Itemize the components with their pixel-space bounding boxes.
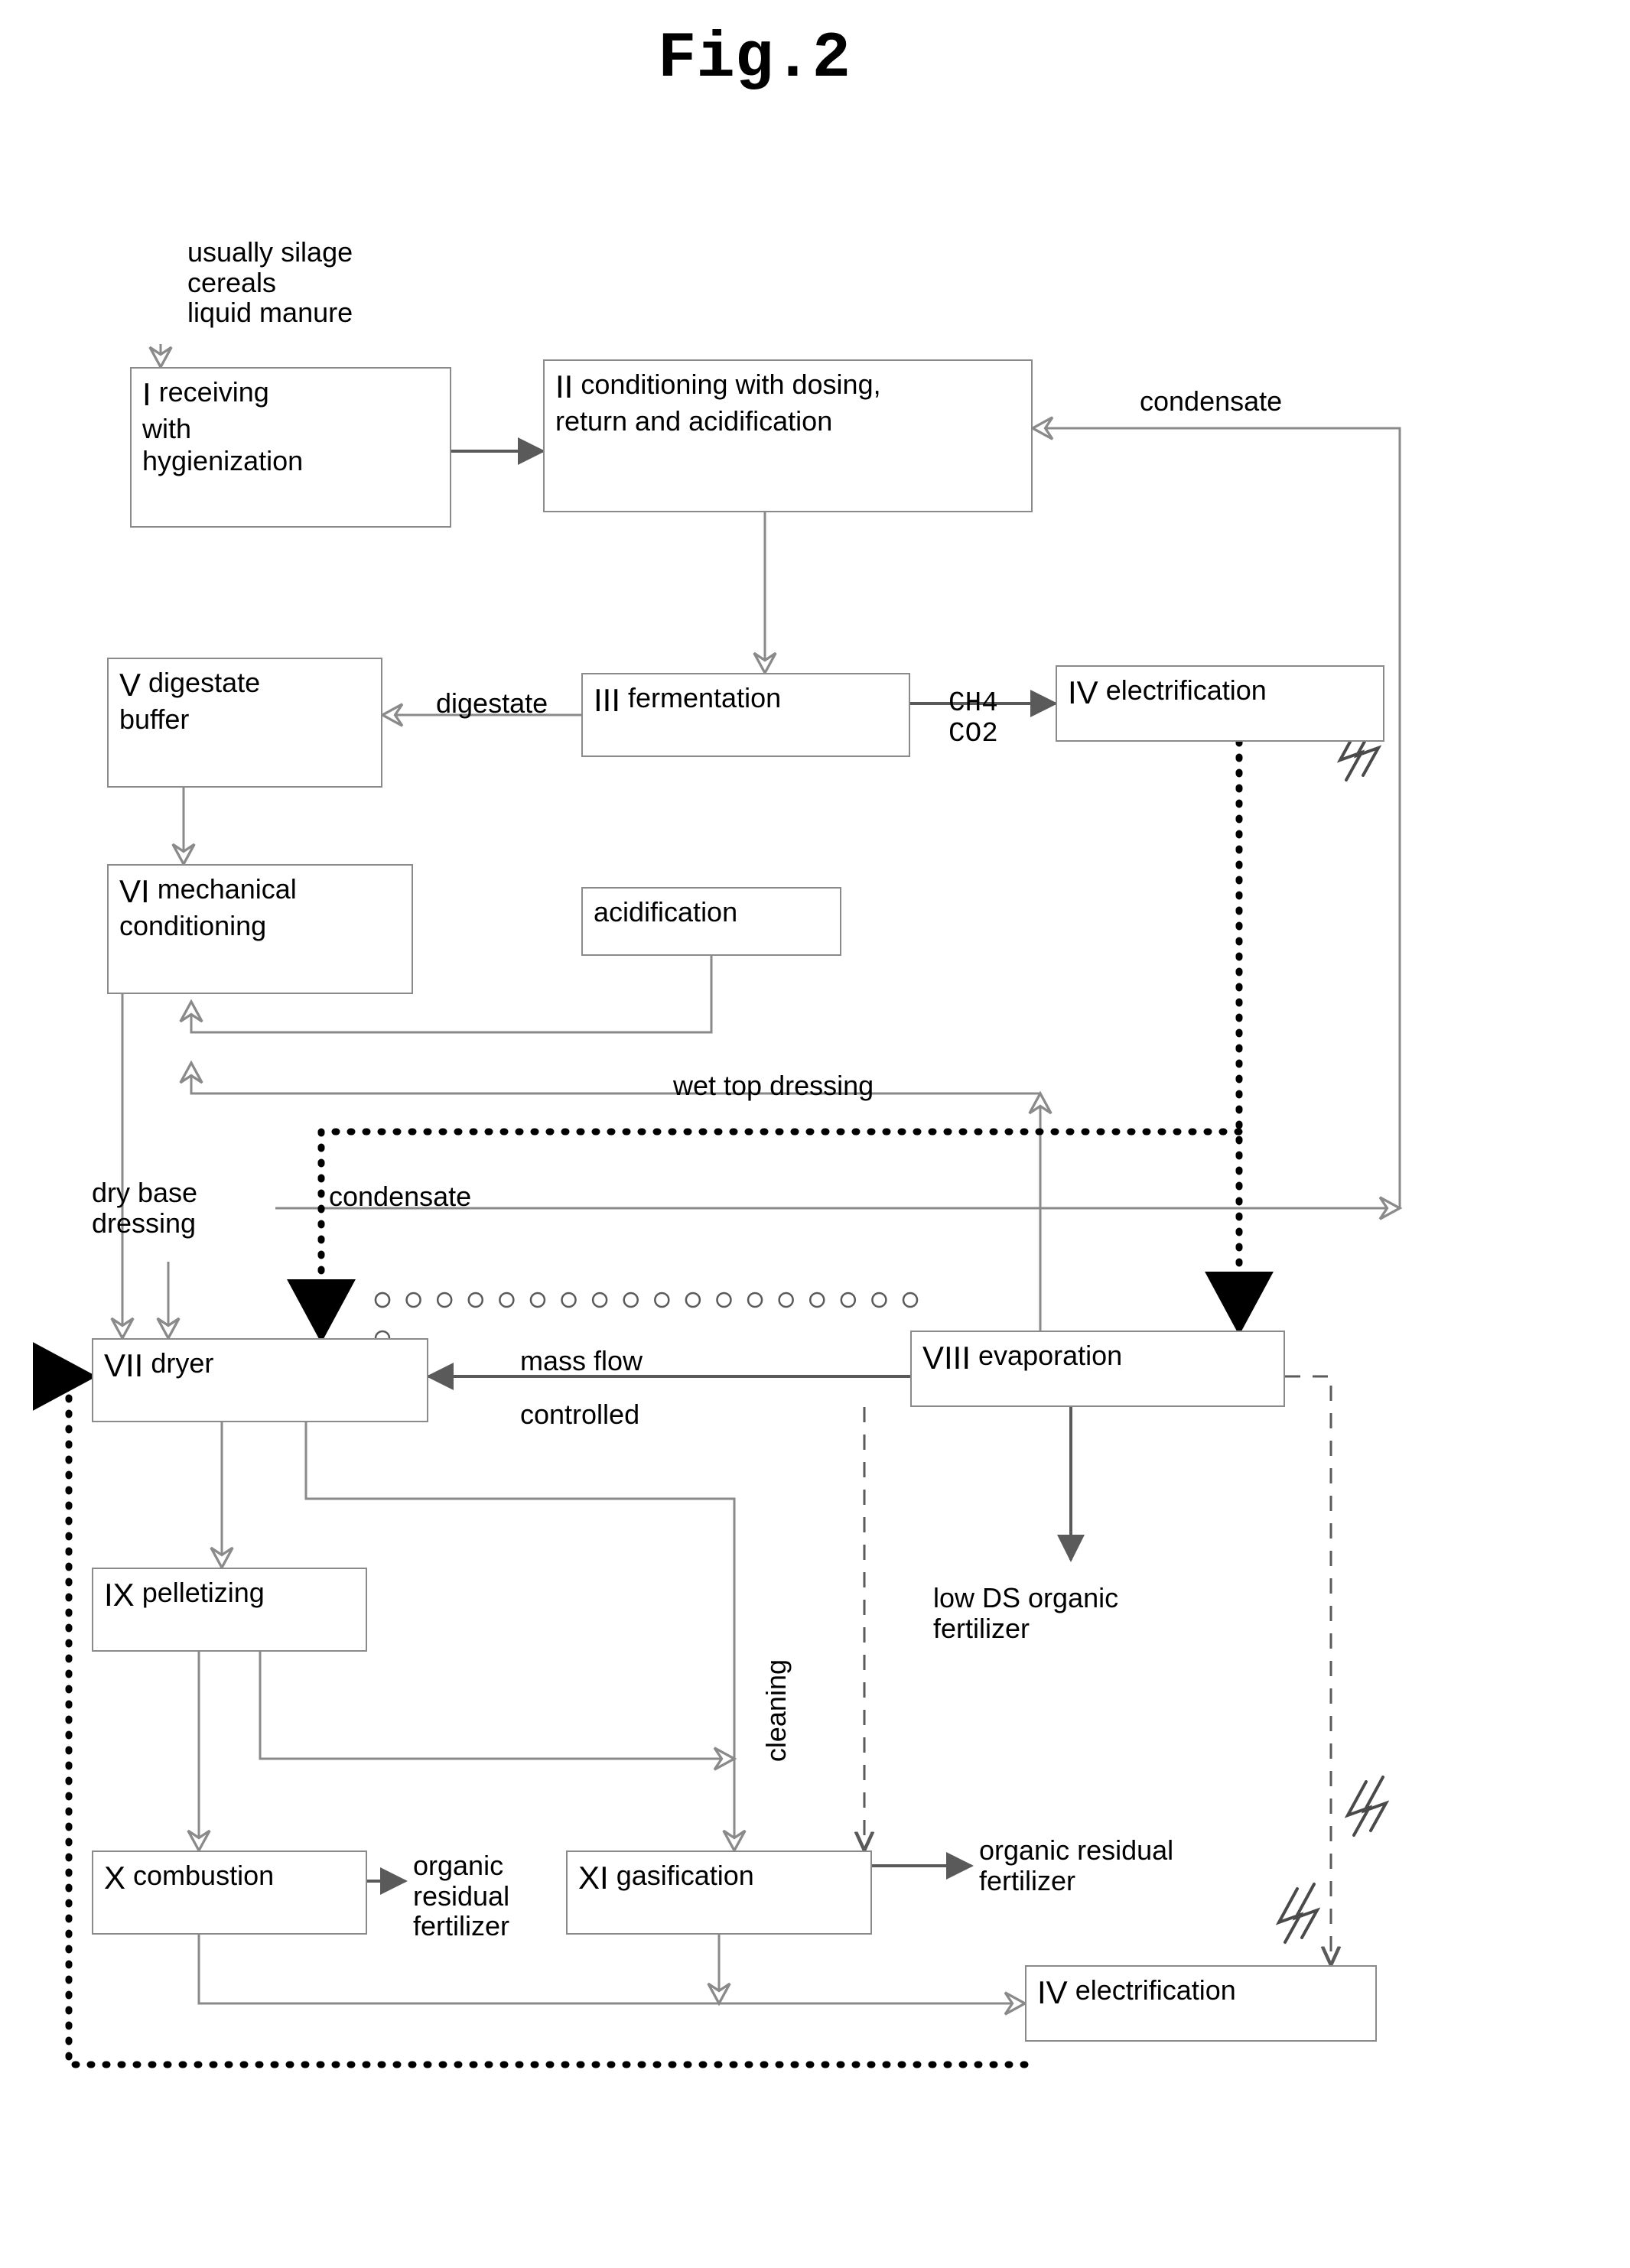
label-orf1: organicresidualfertilizer: [413, 1850, 509, 1941]
diagram-canvas: Fig.2 Ireceivingwithhygienization IIcondi…: [0, 0, 1630, 2268]
label-input: usually silagecerealsliquid manure: [187, 237, 353, 328]
edge-c_VIII_VII-dot: [531, 1293, 545, 1307]
label-lowds: low DS organicfertilizer: [933, 1583, 1118, 1643]
lightning-icon: [1348, 1777, 1386, 1835]
label-ch4co2: CH4CO2: [948, 688, 998, 749]
node-V: Vdigestatebuffer: [107, 658, 382, 788]
edge-e_wet_VI: [191, 1063, 1040, 1093]
edge-d_IV_VII: [321, 1132, 1239, 1338]
edge-c_VIII_VII-dot: [376, 1293, 389, 1307]
edge-c_VIII_VII-dot: [748, 1293, 762, 1307]
node-I: Ireceivingwithhygienization: [130, 367, 451, 528]
label-cleaning: cleaning: [761, 1659, 792, 1762]
edge-c_VIII_VII-dot: [407, 1293, 421, 1307]
node-AC: acidification: [581, 887, 841, 956]
label-digestate: digestate: [436, 688, 548, 719]
label-drybase: dry basedressing: [92, 1178, 197, 1238]
edge-c_VIII_VII-dot: [717, 1293, 730, 1307]
label-orf2: organic residualfertilizer: [979, 1835, 1173, 1896]
edge-c_VIII_VII-dot: [593, 1293, 607, 1307]
edge-c_VIII_VII-dot: [376, 1293, 389, 1307]
edge-c_VIII_VII-dot: [841, 1293, 855, 1307]
lightning-icon: [1279, 1884, 1317, 1942]
edge-e_IX_XI: [260, 1652, 734, 1759]
edge-e_X_IV2: [199, 1935, 1025, 2003]
edge-e_VII_XI: [306, 1422, 734, 1850]
edge-c_VIII_VII-dot: [438, 1293, 451, 1307]
node-IV: IVelectrification: [1056, 665, 1384, 742]
edge-c_VIII_VII-dot: [562, 1293, 576, 1307]
edge-ds_VIII_IV2: [1285, 1376, 1331, 1965]
edge-c_VIII_VII-dot: [499, 1293, 513, 1307]
edge-d_IV2_VII: [69, 1376, 1025, 2065]
node-III: IIIfermentation: [581, 673, 910, 757]
label-controlled: controlled: [520, 1399, 639, 1430]
node-IV2: IVelectrification: [1025, 1965, 1377, 2042]
edge-c_VIII_VII-dot: [810, 1293, 824, 1307]
label-wet: wet top dressing: [673, 1071, 874, 1101]
edge-c_VIII_VII-dot: [624, 1293, 638, 1307]
label-condensate2: condensate: [329, 1181, 471, 1212]
node-II: IIconditioning with dosing,return and ac…: [543, 359, 1033, 512]
edge-c_VIII_VII-dot: [686, 1293, 700, 1307]
edge-c_VIII_VII-dot: [779, 1293, 793, 1307]
edge-c_VIII_VII-dot: [469, 1293, 483, 1307]
node-IX: IXpelletizing: [92, 1568, 367, 1652]
node-VII: VIIdryer: [92, 1338, 428, 1422]
edge-c_VIII_VII-dot: [903, 1293, 917, 1307]
label-massflow: mass flow: [520, 1346, 643, 1376]
edge-c_VIII_VII-dot: [872, 1293, 886, 1307]
node-XI: XIgasification: [566, 1850, 872, 1935]
edge-e_cond_II: [1033, 428, 1400, 1208]
node-X: Xcombustion: [92, 1850, 367, 1935]
node-VI: VImechanicalconditioning: [107, 864, 413, 994]
figure-title: Fig.2: [658, 23, 851, 96]
edge-c_VIII_VII-dot: [655, 1293, 669, 1307]
label-condensate1: condensate: [1140, 386, 1282, 417]
node-VIII: VIIIevaporation: [910, 1331, 1285, 1407]
